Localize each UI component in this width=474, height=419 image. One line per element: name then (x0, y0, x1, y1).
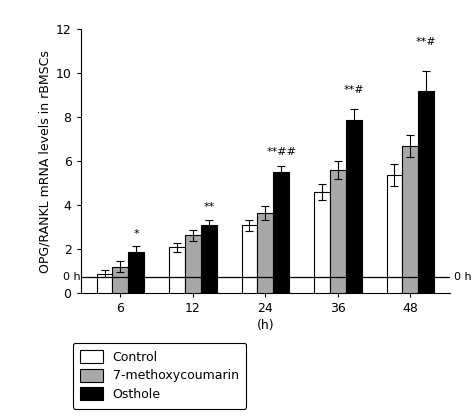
Bar (402, 146, 419, 293)
Text: 0 h: 0 h (63, 272, 81, 282)
X-axis label: (h): (h) (256, 320, 274, 333)
Text: **##: **## (266, 147, 296, 157)
Bar (97, 274, 112, 293)
Text: 0 h: 0 h (454, 272, 472, 282)
Bar (273, 172, 289, 293)
Y-axis label: OPG/RANKL mRNA levels in rBMSCs: OPG/RANKL mRNA levels in rBMSCs (38, 50, 52, 273)
Bar (169, 247, 185, 293)
Bar (346, 119, 362, 293)
Bar (242, 225, 257, 293)
Bar (185, 235, 201, 293)
Legend: Control, 7-methoxycoumarin, Osthole: Control, 7-methoxycoumarin, Osthole (73, 343, 246, 409)
Bar (386, 174, 402, 293)
Text: *: * (134, 230, 139, 239)
Bar (112, 267, 128, 293)
Bar (330, 170, 346, 293)
Text: **#: **# (344, 85, 364, 96)
Text: **#: **# (416, 37, 437, 47)
Bar (201, 225, 217, 293)
Bar (257, 213, 273, 293)
Bar (419, 91, 434, 293)
Text: **: ** (203, 202, 215, 212)
Bar (314, 192, 330, 293)
Bar (128, 251, 145, 293)
